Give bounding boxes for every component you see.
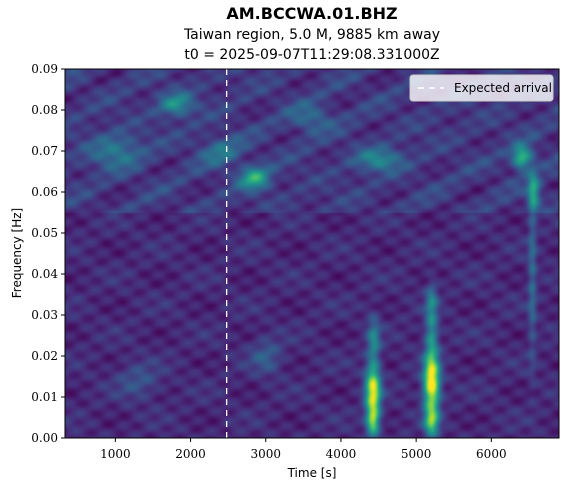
x-tick-label: 2000 [175,447,206,461]
x-axis-label: Time [s] [287,466,337,480]
legend-label-expected-arrival: Expected arrival [454,81,552,95]
x-tick-label: 3000 [250,447,281,461]
y-tick-label: 0.00 [31,431,58,445]
chart-subtitle-t0: t0 = 2025-09-07T11:29:08.331000Z [184,47,439,63]
legend: Expected arrival [409,74,554,102]
y-tick-label: 0.02 [31,349,58,363]
chart-subtitle-event: Taiwan region, 5.0 M, 9885 km away [183,27,440,43]
y-axis: 0.00 0.01 0.02 0.03 0.04 0.05 0.06 0.07 0.08 0.09 [31,62,65,445]
y-axis-label: Frequency [Hz] [10,208,24,299]
legend-box [409,74,554,102]
x-tick-label: 1000 [100,447,131,461]
chart-title: AM.BCCWA.01.BHZ [226,4,397,23]
y-tick-label: 0.03 [31,308,58,322]
plot-area [64,68,560,439]
y-tick-label: 0.06 [31,185,58,199]
y-tick-label: 0.08 [31,103,58,117]
plot-frame [64,68,560,439]
x-tick-label: 4000 [326,447,357,461]
x-tick-label: 5000 [401,447,432,461]
y-tick-label: 0.01 [31,390,58,404]
x-tick-label: 6000 [476,447,507,461]
spectrogram-heatmap [65,69,559,438]
y-tick-label: 0.05 [31,226,58,240]
x-axis: 1000 2000 3000 4000 5000 6000 [100,438,507,461]
y-tick-label: 0.07 [31,144,58,158]
y-tick-label: 0.09 [31,62,58,76]
y-tick-label: 0.04 [31,267,58,281]
